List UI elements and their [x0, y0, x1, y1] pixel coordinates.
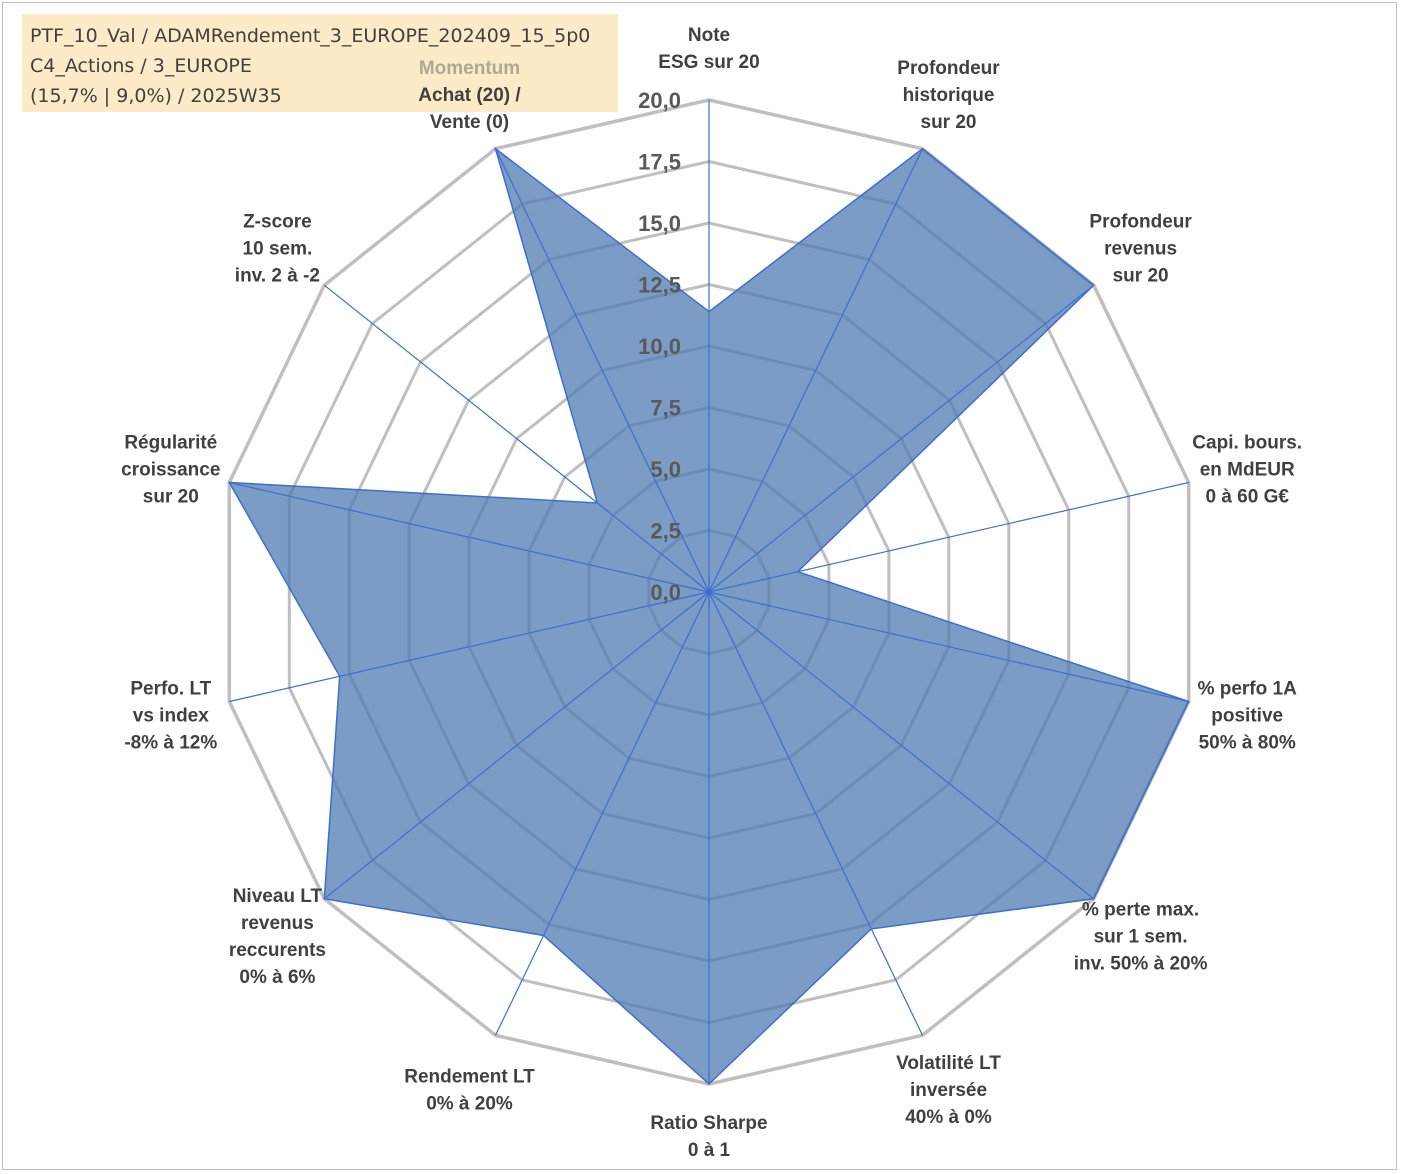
axis-spoke-9 — [494, 591, 710, 1036]
r-tick-label: 20,0 — [638, 88, 681, 113]
axis-spoke-6 — [708, 591, 1095, 900]
r-tick-label: 17,5 — [638, 150, 681, 175]
axis-label-1: Note ESG sur 20 — [658, 25, 759, 73]
axis-spoke-14 — [494, 148, 710, 593]
axis-spoke-11 — [229, 591, 710, 703]
r-tick-label: 0,0 — [650, 580, 681, 605]
r-tick-label: 7,5 — [650, 396, 681, 421]
axis-labels: Note ESG sur 20 Profondeur historique sur 20… — [121, 25, 1302, 1161]
axis-label-11: Perfo. LT vs index -8% à 12% — [124, 678, 217, 753]
axis-spoke-2 — [708, 148, 924, 593]
axis-label-6: % perte max. sur 1 sem. inv. 50% à 20% — [1074, 900, 1208, 975]
axis-label-7: Volatilité LT inversée 40% à 0% — [896, 1053, 1001, 1128]
r-tick-label: 10,0 — [638, 334, 681, 359]
axis-label-2: Profondeur historique sur 20 — [897, 58, 1000, 133]
r-tick-label: 5,0 — [650, 457, 681, 482]
axis-label-14: Momentum Achat (20) / Vente (0) — [418, 58, 521, 133]
info-line-category: C4_Actions / 3_EUROPE — [30, 55, 252, 77]
axis-label-13: Z-score 10 sem. inv. 2 à -2 — [235, 211, 320, 286]
axis-label-3: Profondeur revenus sur 20 — [1089, 211, 1192, 286]
r-tick-label: 15,0 — [638, 211, 681, 236]
r-tick-label: 12,5 — [638, 273, 681, 298]
r-tick-label: 2,5 — [650, 519, 681, 544]
axis-spoke-5 — [708, 591, 1189, 703]
axis-spoke-10 — [323, 591, 710, 900]
axis-spoke-12 — [229, 481, 710, 593]
info-line-stats: (15,7% | 9,0%) / 2025W35 — [30, 85, 282, 107]
axis-label-12: Régularité croissance sur 20 — [121, 433, 220, 508]
axis-spoke-3 — [708, 284, 1095, 593]
axis-label-10: Niveau LT revenus reccurents 0% à 6% — [229, 886, 326, 988]
radial-tick-labels: 0,0 2,5 5,0 7,5 10,0 12,5 15,0 17,5 20,0 — [638, 88, 681, 605]
info-box: PTF_10_Val / ADAMRendement_3_EUROPE_2024… — [22, 14, 618, 112]
axis-label-4: Capi. bours. en MdEUR 0 à 60 G€ — [1192, 433, 1302, 508]
radar-spokes — [229, 100, 1189, 1084]
info-line-portfolio: PTF_10_Val / ADAMRendement_3_EUROPE_2024… — [30, 25, 591, 47]
axis-spoke-4 — [708, 481, 1189, 593]
axis-label-9: Rendement LT 0% à 20% — [404, 1066, 535, 1114]
axis-spoke-13 — [323, 284, 710, 593]
axis-label-8: Ratio Sharpe 0 à 1 — [650, 1113, 767, 1161]
axis-label-5: % perfo 1A positive 50% à 80% — [1198, 678, 1298, 753]
axis-spoke-7 — [708, 591, 924, 1036]
